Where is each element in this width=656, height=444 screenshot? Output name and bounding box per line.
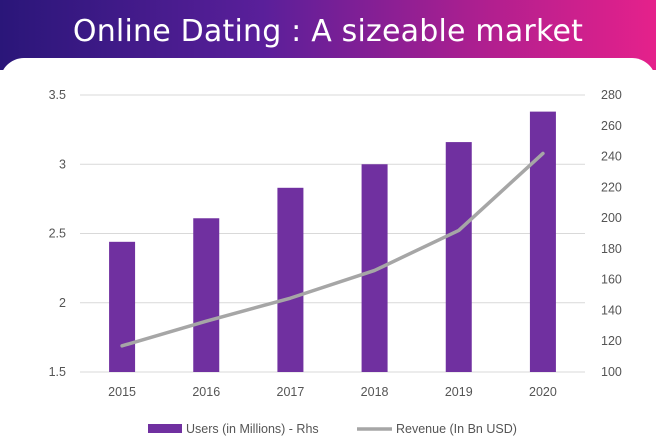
right-tick-label: 160 [601,273,622,287]
bar [529,111,556,373]
legend-label-users: Users (in Millions) - Rhs [186,422,319,436]
left-tick-label: 3 [59,157,66,171]
x-tick-label: 2015 [108,385,136,399]
x-axis-ticks: 2015 2016 2017 2018 2019 2020 [108,385,557,399]
x-tick-label: 2019 [445,385,473,399]
left-tick-label: 2.5 [49,227,66,241]
legend: Users (in Millions) - Rhs Revenue (In Bn … [148,422,517,436]
right-tick-label: 280 [601,88,622,102]
x-tick-label: 2016 [192,385,220,399]
left-axis-ticks: 1.5 2 2.5 3 3.5 [49,88,66,379]
left-tick-label: 1.5 [49,365,66,379]
revenue-line [120,151,545,348]
bar [361,164,388,372]
bar-series [109,111,556,373]
right-axis-ticks: 100 120 140 160 180 200 220 240 260 280 [601,88,622,379]
right-tick-label: 140 [601,303,622,317]
banner-title: Online Dating : A sizeable market [72,14,584,49]
bar [109,241,136,372]
x-tick-label: 2017 [277,385,305,399]
bar [277,187,304,372]
right-tick-label: 240 [601,150,622,164]
right-tick-label: 260 [601,119,622,133]
right-tick-label: 220 [601,180,622,194]
left-tick-label: 2 [59,296,66,310]
legend-label-revenue: Revenue (In Bn USD) [396,422,517,436]
left-tick-label: 3.5 [49,88,66,102]
gridlines [80,94,585,373]
bar [445,142,472,372]
legend-swatch-users [148,424,182,433]
right-tick-label: 200 [601,211,622,225]
right-tick-label: 100 [601,365,622,379]
right-tick-label: 180 [601,242,622,256]
x-tick-label: 2020 [529,385,557,399]
x-tick-label: 2018 [361,385,389,399]
bar [193,218,220,372]
line-series [120,151,545,348]
right-tick-label: 120 [601,334,622,348]
